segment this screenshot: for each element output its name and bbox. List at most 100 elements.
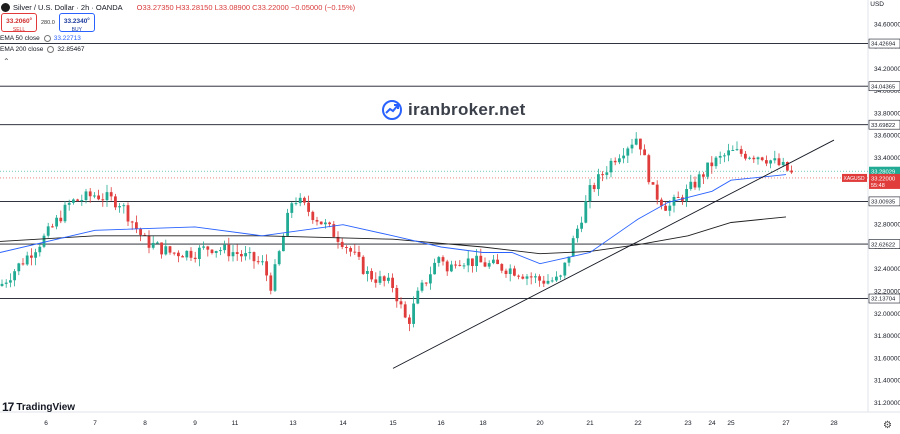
- candle-body: [605, 172, 609, 175]
- candle-body: [601, 174, 604, 176]
- candle-body: [76, 199, 79, 201]
- candle-body: [21, 263, 25, 265]
- symbol-title[interactable]: Silver / U.S. Dollar · 2h · OANDA: [13, 2, 123, 12]
- candle-body: [214, 250, 218, 253]
- y-tick-label: 33.80000: [874, 110, 900, 117]
- level-tag: [868, 38, 900, 49]
- candle-body: [80, 200, 84, 202]
- candle-body: [676, 196, 680, 198]
- currency-label[interactable]: USD: [870, 1, 884, 8]
- candle-body: [345, 246, 348, 249]
- spread-value: 280.0: [41, 19, 55, 26]
- buy-label: BUY: [71, 27, 82, 34]
- candle-body: [374, 279, 378, 283]
- candle-body: [508, 268, 512, 275]
- candle-body: [198, 247, 201, 260]
- last-price-label: 33.22000: [871, 176, 895, 182]
- y-tick-label: 34.60000: [874, 21, 900, 28]
- candle-body: [664, 205, 667, 211]
- candle-body: [731, 150, 735, 152]
- candle-body: [219, 250, 222, 252]
- candle-body: [72, 199, 75, 203]
- candle-body: [235, 252, 239, 255]
- candle-body: [42, 235, 46, 247]
- candle-body: [265, 261, 268, 276]
- buy-button[interactable]: 33.23400 BUY: [58, 13, 95, 34]
- candle-body: [437, 257, 441, 263]
- symbol-tag-bg: [842, 173, 867, 182]
- x-tick-label: 21: [586, 420, 594, 427]
- candle-body: [487, 263, 491, 267]
- y-tick-label: 31.20000: [874, 400, 900, 407]
- candle-body: [139, 228, 142, 235]
- candle-body: [710, 162, 714, 167]
- candle-body: [164, 246, 168, 255]
- candle-body: [231, 252, 235, 257]
- y-tick-label: 33.40000: [874, 155, 900, 162]
- watermark-text: iranbroker.net: [408, 100, 526, 119]
- x-tick-label: 22: [634, 420, 642, 427]
- candle-body: [328, 222, 331, 225]
- x-tick-label: 27: [782, 420, 790, 427]
- last-price-tag: [869, 173, 900, 189]
- candle-body: [315, 220, 319, 222]
- candle-body: [4, 282, 8, 284]
- candle-body: [433, 262, 436, 275]
- level-label: 34.42694: [871, 42, 896, 48]
- candle-body: [109, 192, 113, 197]
- candle-body: [466, 258, 470, 266]
- eye-icon[interactable]: [47, 46, 55, 53]
- eye-icon[interactable]: [43, 35, 51, 42]
- candle-body: [227, 244, 231, 257]
- candle-body: [445, 261, 449, 272]
- candle-body: [156, 242, 159, 244]
- candle-body: [147, 235, 151, 248]
- ema200-value: 32.85467: [57, 46, 85, 53]
- level-tag: [868, 293, 900, 304]
- silver-symbol-icon: [1, 2, 10, 12]
- candle-body: [210, 249, 214, 253]
- candle-body: [492, 259, 495, 264]
- candle-body: [756, 157, 760, 160]
- candle-body: [38, 246, 42, 253]
- candle-body: [550, 280, 554, 282]
- candle-body: [349, 248, 352, 252]
- candles: [0, 132, 793, 332]
- x-tick-label: 9: [193, 420, 197, 427]
- sell-button[interactable]: 33.20600 SELL: [1, 13, 37, 33]
- x-tick-label: 7: [93, 420, 97, 427]
- candle-body: [496, 259, 499, 265]
- chart-header: Silver / U.S. Dollar · 2h · OANDA O33.27…: [0, 0, 355, 14]
- candle-body: [206, 246, 210, 250]
- candle-body: [483, 262, 487, 267]
- ema200-legend[interactable]: EMA 200 close 32.85467: [0, 46, 84, 53]
- candle-body: [290, 203, 294, 213]
- ohlc-readout: O33.27350 H33.28150 L33.08900 C33.22000 …: [136, 2, 356, 12]
- candle-body: [223, 244, 226, 251]
- candle-body: [576, 228, 579, 239]
- gear-icon[interactable]: ⚙: [883, 420, 892, 431]
- candle-body: [651, 182, 655, 185]
- candle-body: [622, 155, 625, 159]
- candle-body: [403, 304, 407, 318]
- y-tick-label: 32.80000: [874, 222, 900, 229]
- candle-body: [34, 252, 37, 258]
- x-tick-label: 14: [339, 420, 347, 427]
- candle-body: [441, 257, 445, 262]
- countdown-label: 55:48: [871, 183, 885, 189]
- ema50-legend[interactable]: EMA 50 close 33.22713: [0, 35, 81, 42]
- candle-body: [303, 197, 306, 203]
- candle-body: [324, 222, 327, 225]
- candle-body: [450, 264, 453, 272]
- candle-body: [387, 277, 390, 281]
- candle-body: [366, 271, 369, 274]
- candle-body: [420, 282, 424, 291]
- ema200-label: EMA 200 close: [0, 46, 44, 53]
- candle-body: [395, 287, 399, 302]
- candle-body: [277, 251, 281, 265]
- x-tick-label: 25: [727, 420, 735, 427]
- tradingview-branding[interactable]: 17 TradingView: [2, 400, 75, 414]
- chevron-up-icon[interactable]: ⌃: [3, 57, 10, 66]
- candle-body: [542, 280, 546, 284]
